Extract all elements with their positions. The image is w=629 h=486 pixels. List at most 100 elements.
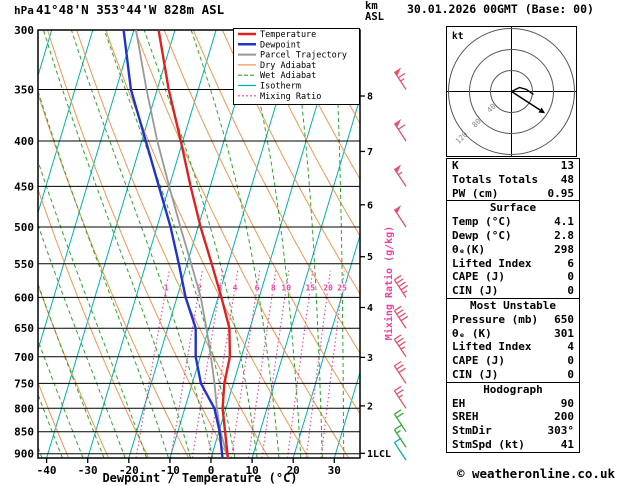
svg-text:500: 500 (14, 221, 34, 234)
hodograph-unit-label: kt (452, 31, 463, 42)
hodograph-ring (490, 70, 533, 113)
svg-text:Isotherm: Isotherm (260, 82, 301, 92)
stat-row: Temp (°C) 4.1 (447, 215, 579, 229)
svg-text:4: 4 (233, 284, 238, 293)
hodograph-ring (448, 28, 575, 155)
stat-row: Dewp (°C) 2.8 (447, 229, 579, 243)
svg-text:6: 6 (255, 284, 260, 293)
stat-value: 4 (567, 340, 574, 354)
stat-value: 0.95 (547, 186, 575, 200)
altitude-axis-ticks: 8 7 6 5 4 3 2 1LCL (360, 92, 391, 460)
stat-label: StmSpd (kt) (452, 437, 525, 451)
svg-text:0: 0 (208, 464, 215, 477)
stat-row: CIN (J) 0 (447, 284, 579, 298)
storm-motion-arrow (511, 90, 541, 111)
stat-value: 0 (567, 270, 574, 284)
stat-row: Lifted Index 4 (447, 340, 579, 354)
section-header: Surface (489, 201, 537, 215)
stat-label: Lifted Index (452, 256, 532, 270)
svg-text:Dry Adiabat: Dry Adiabat (260, 61, 316, 71)
svg-text:20: 20 (323, 284, 333, 293)
svg-text:3: 3 (218, 284, 223, 293)
stat-label: PW (cm) (452, 186, 499, 200)
stat-value: 0 (567, 367, 574, 381)
stat-value: 650 (554, 312, 574, 326)
svg-text:800: 800 (14, 402, 34, 415)
svg-text:600: 600 (14, 291, 34, 304)
stat-row: SREH 200 (447, 410, 579, 424)
skewt-chart: 1 2 3 4 6 8 10 15 20 2530035040045050055060065070… (14, 24, 409, 485)
stat-row: θₑ (K) 301 (447, 327, 579, 341)
parcel-trajectory-curve (135, 30, 229, 458)
stat-value: 0 (567, 284, 574, 298)
mixing-ratio-axis-label: Mixing Ratio (g/kg) (383, 226, 395, 340)
svg-text:6: 6 (367, 200, 373, 211)
mixing-ratio-lines (135, 270, 345, 458)
stat-value: 2.8 (554, 228, 574, 242)
svg-text:1: 1 (164, 284, 169, 293)
svg-text:300: 300 (14, 24, 34, 37)
svg-text:750: 750 (14, 377, 34, 390)
svg-text:900: 900 (14, 448, 34, 461)
stat-value: 0 (567, 354, 574, 368)
svg-text:-40: -40 (37, 464, 57, 477)
stat-row: PW (cm) 0.95 (447, 187, 579, 201)
dewpoint-curve (122, 30, 224, 458)
svg-text:25: 25 (337, 284, 347, 293)
table-section: Hodograph EH 90 SREH 200 StmDir 303° StmSpd (kt… (447, 383, 579, 452)
stat-label: θₑ (K) (452, 326, 492, 340)
svg-text:-10: -10 (160, 464, 180, 477)
svg-text:10: 10 (245, 464, 258, 477)
pressure-unit-label: hPa (14, 4, 34, 17)
stat-label: θₑ(K) (452, 242, 486, 256)
stat-label: Totals Totals (452, 172, 539, 186)
stat-row: K 13 (447, 159, 579, 173)
altitude-axis-label-asl: ASL (365, 11, 384, 23)
stat-label: Temp (°C) (452, 215, 512, 229)
stat-value: 6 (567, 256, 574, 270)
stat-row: StmDir 303° (447, 424, 579, 438)
stat-row: Lifted Index 6 (447, 257, 579, 271)
stat-label: CAPE (J) (452, 354, 505, 368)
svg-text:1LCL: 1LCL (367, 449, 391, 460)
svg-text:Mixing Ratio: Mixing Ratio (260, 92, 321, 102)
svg-text:Temperature: Temperature (260, 30, 316, 40)
temperature-curve (157, 30, 232, 458)
wind-barbs (393, 67, 409, 461)
stat-label: Pressure (mb) (452, 312, 539, 326)
svg-text:850: 850 (14, 426, 34, 439)
plot-border (37, 29, 361, 459)
stat-label: CIN (J) (452, 367, 499, 381)
svg-text:550: 550 (14, 258, 34, 271)
svg-text:2: 2 (197, 284, 202, 293)
svg-text:30: 30 (328, 464, 341, 477)
svg-text:20: 20 (287, 464, 300, 477)
table-section: Surface Temp (°C) 4.1 Dewp (°C) 2.8 θₑ(K) 298 L… (447, 201, 579, 299)
stat-value: 200 (554, 410, 574, 424)
stat-label: CIN (J) (452, 284, 499, 298)
stats-table: K 13 Totals Totals 48 PW (cm) 0.95 Surface Temp… (446, 158, 580, 453)
stat-label: SREH (452, 410, 479, 424)
section-header: Most Unstable (469, 298, 557, 312)
svg-text:4: 4 (367, 303, 373, 314)
svg-text:350: 350 (14, 83, 34, 96)
stat-row: θₑ(K) 298 (447, 243, 579, 257)
stat-label: EH (452, 396, 466, 410)
stat-value: 303° (547, 424, 575, 438)
stat-row: CIN (J) 0 (447, 368, 579, 382)
stat-row: StmSpd (kt) 41 (447, 438, 579, 452)
stat-value: 41 (560, 437, 574, 451)
svg-text:650: 650 (14, 322, 34, 335)
table-section: Most Unstable Pressure (mb) 650 θₑ (K) 301 Li… (447, 299, 579, 383)
svg-text:-30: -30 (78, 464, 98, 477)
stat-row: EH 90 (447, 397, 579, 411)
copyright: © weatheronline.co.uk (456, 466, 615, 481)
svg-text:2: 2 (367, 401, 373, 412)
run-title: 30.01.2026 00GMT (Base: 00) (407, 2, 594, 16)
stat-label: CAPE (J) (452, 270, 505, 284)
svg-text:Dewpoint: Dewpoint (260, 40, 301, 50)
svg-text:Parcel Trajectory: Parcel Trajectory (260, 51, 347, 61)
station-title: 41°48'N 353°44'W 828m ASL (36, 2, 225, 17)
stat-value: 90 (560, 396, 574, 410)
